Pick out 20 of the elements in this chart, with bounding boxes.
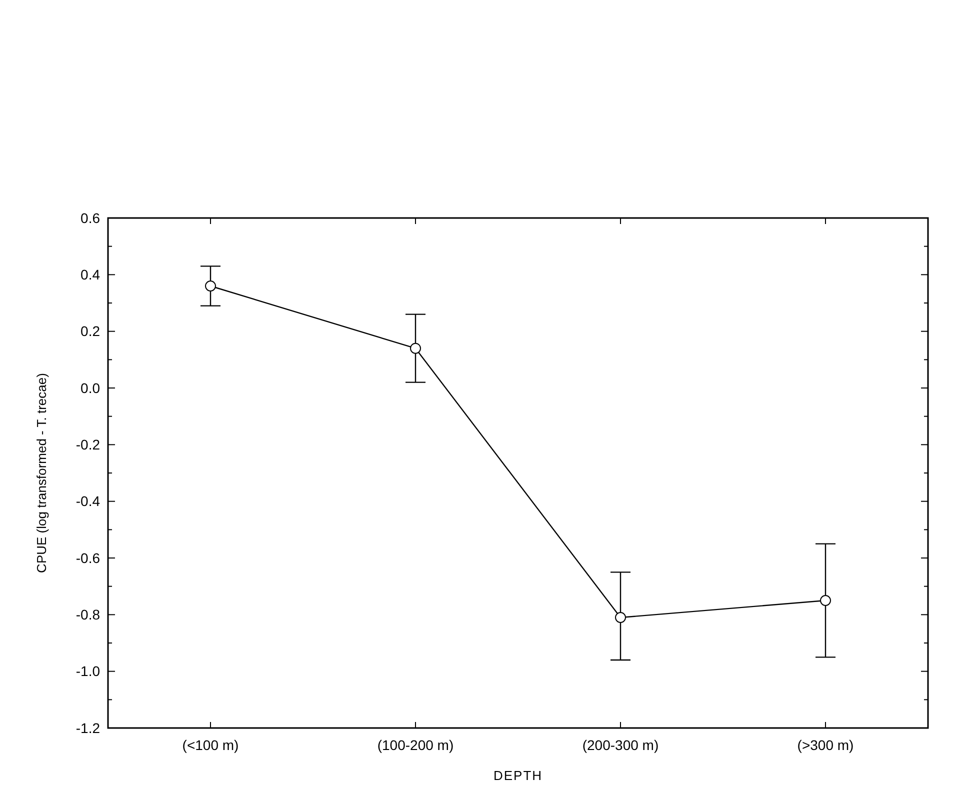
point bbox=[615, 612, 626, 623]
y-tick-label: 0.0 bbox=[80, 380, 100, 396]
y-tick-label: 0.2 bbox=[80, 323, 100, 340]
y-tick-label: -0.8 bbox=[76, 606, 100, 623]
x-axis-title: DEPTH bbox=[493, 768, 543, 783]
y-tick-label: -1.2 bbox=[76, 720, 100, 736]
y-tick-label: 0.4 bbox=[80, 266, 100, 283]
y-tick-label: -0.2 bbox=[76, 436, 100, 453]
x-tick-label: (<100 m) bbox=[182, 737, 239, 753]
y-tick-label: -1.0 bbox=[76, 663, 100, 680]
y-tick-label: 0.6 bbox=[80, 210, 100, 226]
x-tick-label: (200-300 m) bbox=[582, 737, 659, 753]
point bbox=[205, 280, 216, 292]
y-axis-title: CPUE (log transformed - T. trecae) bbox=[34, 373, 49, 573]
point bbox=[820, 595, 831, 606]
point bbox=[410, 342, 421, 354]
y-tick-label: -0.4 bbox=[76, 493, 100, 510]
x-tick-label: (100-200 m) bbox=[377, 737, 454, 753]
y-tick-label: -0.6 bbox=[76, 550, 100, 566]
x-tick-label: (>300 m) bbox=[797, 737, 854, 753]
